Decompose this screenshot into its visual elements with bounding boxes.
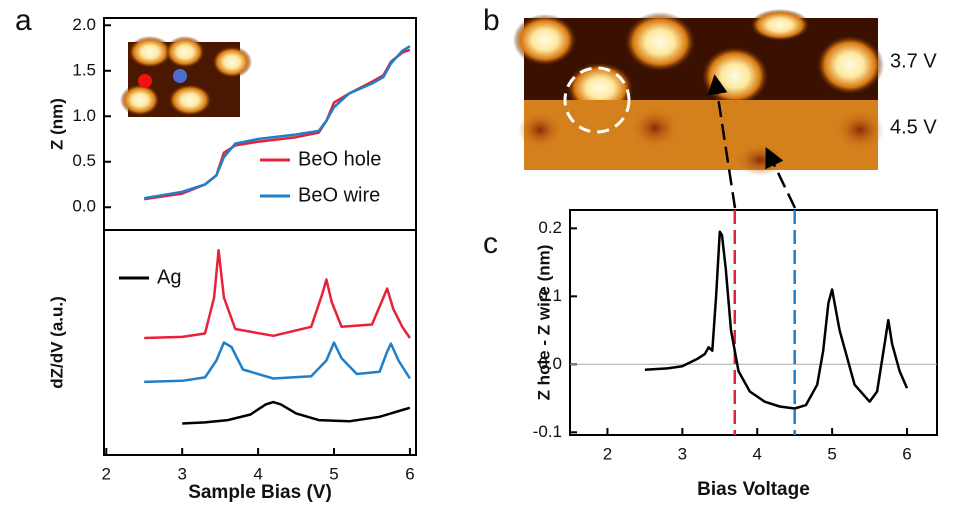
x-tick-label: 2 <box>603 444 612 463</box>
y-tick-label: 0.0 <box>72 197 96 216</box>
y-tick-label: 0.5 <box>72 151 96 170</box>
inset-image <box>120 36 252 117</box>
x-axis-label: Bias Voltage <box>697 479 810 500</box>
x-tick-label: 4 <box>253 464 262 483</box>
y-axis-label: Z (nm) <box>47 98 66 150</box>
image-label: 3.7 V <box>890 50 937 72</box>
x-tick-label: 3 <box>678 444 687 463</box>
image-label: 4.5 V <box>890 116 937 138</box>
plot-frame <box>569 209 938 436</box>
legend-label: Ag <box>157 266 181 288</box>
x-tick-label: 6 <box>405 464 414 483</box>
y-axis-label: dZ/dV (a.u.) <box>47 296 66 389</box>
y-tick-label: 1.0 <box>72 106 96 125</box>
data-line <box>143 45 411 200</box>
panel-letter: a <box>15 4 32 37</box>
x-tick-label: 5 <box>329 464 338 483</box>
y-tick-label: 0.1 <box>538 286 562 305</box>
data-line <box>182 400 411 425</box>
y-tick-label: 0.2 <box>538 218 562 237</box>
data-line <box>144 249 411 340</box>
y-tick-label: 2.0 <box>72 15 96 34</box>
legend-label: BeO hole <box>298 148 381 170</box>
panel-letter: c <box>483 227 498 260</box>
x-tick-label: 4 <box>753 444 762 463</box>
y-tick-label: -0.1 <box>533 422 562 441</box>
x-tick-label: 3 <box>177 464 186 483</box>
x-tick-label: 2 <box>102 464 111 483</box>
plot-frame <box>103 229 417 456</box>
x-tick-label: 5 <box>827 444 836 463</box>
y-tick-label: 1.5 <box>72 60 96 79</box>
data-line <box>644 230 909 410</box>
data-line <box>144 341 411 384</box>
y-tick-label: 0.0 <box>538 354 562 373</box>
panel-letter: b <box>483 4 500 37</box>
y-axis-label: Z hole - Z wire (nm) <box>534 245 553 401</box>
legend-label: BeO wire <box>298 184 380 206</box>
stm-image <box>513 9 884 209</box>
x-tick-label: 6 <box>902 444 911 463</box>
x-axis-label: Sample Bias (V) <box>188 482 332 503</box>
